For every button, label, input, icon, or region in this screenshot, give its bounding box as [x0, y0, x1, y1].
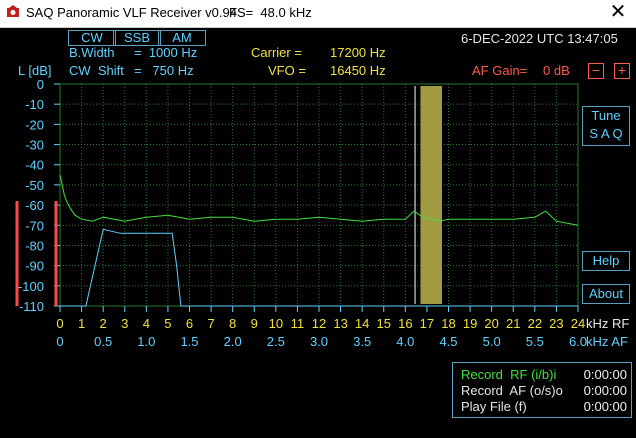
vfo-label: VFO = — [268, 63, 306, 78]
af-tick-label: 2.0 — [224, 334, 242, 349]
mode-ssb-button[interactable]: SSB — [113, 30, 161, 46]
af-tick-label: 3.5 — [353, 334, 371, 349]
rf-tick-label: 5 — [164, 316, 171, 331]
mode-cw-button[interactable]: CW — [68, 30, 116, 46]
recording-panel: Record RF (i/b)i 0:00:00 Record AF (o/s)… — [452, 362, 632, 418]
datetime: 6-DEC-2022 UTC 13:47:05 — [461, 31, 618, 46]
y-tick-label: -20 — [25, 117, 44, 132]
af-gain-value: 0 dB — [543, 63, 570, 78]
rf-tick-label: 16 — [398, 316, 412, 331]
rf-tick-label: 20 — [484, 316, 498, 331]
rf-tick-label: 13 — [333, 316, 347, 331]
y-tick-label: -80 — [25, 238, 44, 253]
about-button[interactable]: About — [582, 284, 630, 304]
vfo-value[interactable]: 16450 Hz — [330, 63, 386, 78]
y-tick-label: 0 — [37, 77, 44, 92]
rf-tick-label: 24 — [571, 316, 585, 331]
receiver-panel: CW SSB AM B.Width = 1000 Hz CW Shift = 7… — [0, 28, 636, 438]
title-bar: SAQ Panoramic VLF Receiver v0.94 FS= 48.… — [0, 0, 636, 28]
af-tick-label: 0.5 — [94, 334, 112, 349]
record-rf-button[interactable]: Record RF (i/b)i — [461, 367, 557, 382]
rf-tick-label: 2 — [100, 316, 107, 331]
af-tick-label: 6.0 — [569, 334, 587, 349]
tune-saq-button[interactable]: Tune S A Q — [582, 106, 630, 146]
rf-tick-label: 3 — [121, 316, 128, 331]
close-icon: ✕ — [609, 1, 627, 23]
rf-tick-label: 21 — [506, 316, 520, 331]
vfo-passband-marker — [420, 86, 443, 304]
carrier-value[interactable]: 17200 Hz — [330, 45, 386, 60]
level-axis-label: L [dB] — [18, 63, 52, 78]
y-tick-label: -70 — [25, 218, 44, 233]
af-tick-label: 5.5 — [526, 334, 544, 349]
af-tick-label: 1.5 — [180, 334, 198, 349]
rf-tick-label: 1 — [78, 316, 85, 331]
y-tick-label: -60 — [25, 198, 44, 213]
af-axis-unit: kHz AF — [586, 334, 628, 349]
rf-tick-label: 14 — [355, 316, 369, 331]
rf-tick-label: 9 — [251, 316, 258, 331]
rf-spectrum-trace — [59, 174, 579, 226]
rf-tick-label: 11 — [291, 316, 305, 331]
af-tick-label: 4.5 — [439, 334, 457, 349]
af-gain-minus-button[interactable]: − — [588, 63, 604, 79]
bandwidth-value[interactable]: = 1000 Hz — [134, 45, 198, 60]
rf-axis-unit: kHz RF — [586, 316, 629, 331]
rf-tick-label: 0 — [56, 316, 63, 331]
rf-tick-label: 8 — [229, 316, 236, 331]
tune-sub-label: S A Q — [589, 126, 623, 141]
y-tick-label: -100 — [18, 279, 44, 294]
y-tick-label: -40 — [25, 158, 44, 173]
af-spectrum-trace — [60, 228, 578, 307]
close-button[interactable]: ✕ — [600, 0, 636, 27]
af-tick-label: 2.5 — [267, 334, 285, 349]
rf-tick-label: 15 — [377, 316, 391, 331]
af-tick-label: 5.0 — [483, 334, 501, 349]
af-tick-label: 0 — [56, 334, 63, 349]
cw-shift-label: CW Shift — [69, 63, 124, 78]
y-tick-label: -30 — [25, 138, 44, 153]
record-rf-time: 0:00:00 — [583, 367, 627, 382]
mode-am-button[interactable]: AM — [158, 30, 206, 46]
af-tick-label: 3.0 — [310, 334, 328, 349]
y-tick-label: -90 — [25, 259, 44, 274]
rf-tick-label: 17 — [420, 316, 434, 331]
af-gain-plus-button[interactable]: + — [614, 63, 630, 79]
plus-icon: + — [617, 62, 627, 78]
rf-tick-label: 23 — [549, 316, 563, 331]
af-tick-label: 1.0 — [137, 334, 155, 349]
y-tick-label: -50 — [25, 178, 44, 193]
y-tick-label: -110 — [19, 299, 44, 314]
carrier-label: Carrier = — [251, 45, 302, 60]
af-tick-label: 4.0 — [396, 334, 414, 349]
rf-tick-label: 18 — [441, 316, 455, 331]
rf-tick-label: 12 — [312, 316, 326, 331]
cw-shift-value[interactable]: = 750 Hz — [134, 63, 194, 78]
record-af-button[interactable]: Record AF (o/s)o — [461, 383, 563, 398]
rf-tick-label: 4 — [143, 316, 150, 331]
af-gain-label: AF Gain= — [472, 63, 528, 78]
play-time: 0:00:00 — [583, 399, 627, 414]
rf-tick-label: 22 — [528, 316, 542, 331]
record-af-time: 0:00:00 — [583, 383, 627, 398]
tune-label: Tune — [591, 108, 621, 123]
play-file-button[interactable]: Play File (f) — [461, 399, 527, 414]
app-icon — [7, 5, 19, 17]
window-title: SAQ Panoramic VLF Receiver v0.94 — [26, 5, 237, 20]
rf-tick-label: 6 — [186, 316, 193, 331]
sample-rate: FS= 48.0 kHz — [229, 5, 312, 20]
rf-tick-label: 10 — [269, 316, 283, 331]
minus-icon: − — [591, 62, 601, 78]
rf-tick-label: 19 — [463, 316, 477, 331]
bandwidth-label: B.Width — [69, 45, 115, 60]
rf-tick-label: 7 — [207, 316, 214, 331]
y-tick-label: -10 — [25, 97, 44, 112]
help-button[interactable]: Help — [582, 251, 630, 271]
